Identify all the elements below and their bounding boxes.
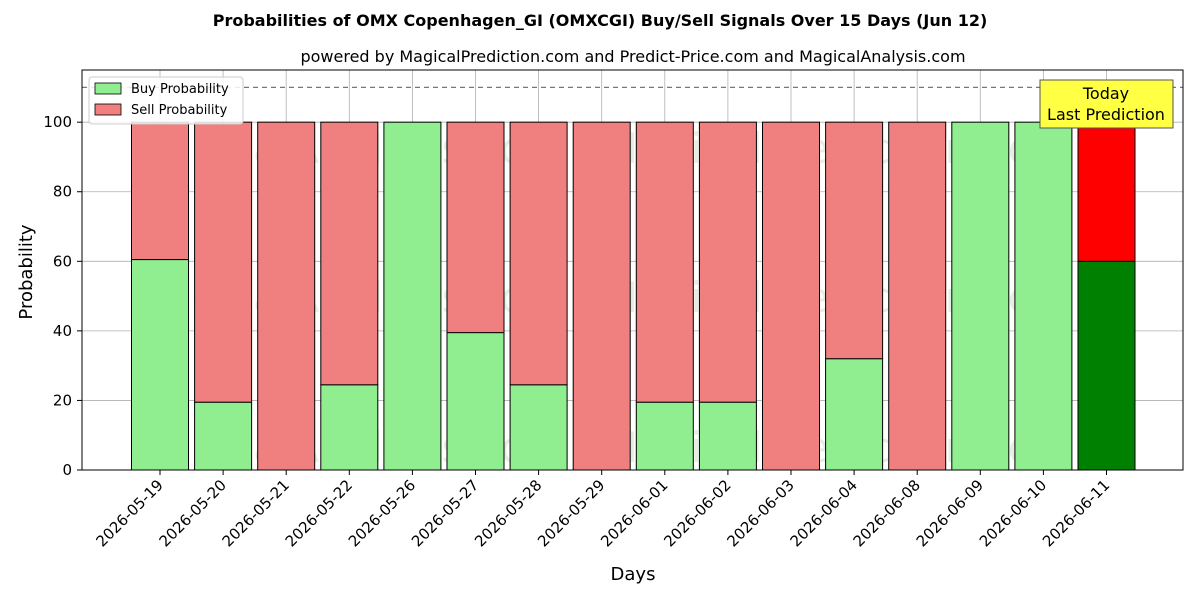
legend-box <box>88 76 244 125</box>
bar-sell <box>194 121 253 403</box>
bar-sell <box>1077 121 1136 262</box>
x-tick-label: 2026-06-08 <box>850 476 924 550</box>
x-tick-label: 2026-06-04 <box>787 476 861 550</box>
x-tick-label: 2026-05-28 <box>471 476 545 550</box>
bar-buy <box>1014 121 1073 471</box>
bar-buy <box>320 384 379 471</box>
bar-sell <box>446 121 505 334</box>
y-tick-label: 0 <box>62 461 72 479</box>
bar-buy <box>383 121 442 471</box>
legend-swatch-sell <box>94 103 122 116</box>
x-tick-label: 2026-05-22 <box>282 476 356 550</box>
x-tick-label: 2026-06-03 <box>723 476 797 550</box>
y-tick-label: 100 <box>43 113 72 131</box>
bar-sell <box>131 121 189 261</box>
bar-sell <box>635 121 694 403</box>
bar-buy <box>1077 260 1136 471</box>
today-annotation-line-1: Today <box>1082 84 1129 103</box>
bar-sell <box>257 121 316 471</box>
x-tick-label: 2026-05-20 <box>156 476 230 550</box>
bar-buy <box>951 121 1010 471</box>
bar-buy <box>698 401 757 471</box>
bar-buy <box>194 401 253 471</box>
x-tick-label: 2026-05-27 <box>408 476 482 550</box>
bar-sell <box>825 121 884 360</box>
today-annotation: Today Last Prediction <box>1039 79 1174 129</box>
bar-buy <box>446 332 505 471</box>
y-tick-label: 20 <box>53 391 72 409</box>
bar-buy <box>825 358 884 471</box>
x-tick-label: 2026-06-01 <box>597 476 671 550</box>
bar-buy <box>509 384 568 471</box>
x-tick-label: 2026-06-11 <box>1039 476 1113 550</box>
bar-sell <box>888 121 947 471</box>
legend: Buy Probability Sell Probability <box>88 76 244 125</box>
bar-buy <box>635 401 694 471</box>
x-tick-label: 2026-06-09 <box>913 476 987 550</box>
x-tick-label: 2026-06-10 <box>976 476 1050 550</box>
legend-label-buy: Buy Probability <box>131 82 229 97</box>
x-axis-label: Days <box>611 564 656 585</box>
today-annotation-box <box>1039 79 1174 129</box>
x-axis: 2026-05-192026-05-202026-05-212026-05-22… <box>92 470 1113 550</box>
bar-sell <box>762 121 820 471</box>
today-annotation-line-2: Last Prediction <box>1047 105 1165 124</box>
x-tick-label: 2026-05-26 <box>345 476 419 550</box>
x-tick-label: 2026-05-19 <box>92 476 166 550</box>
y-axis-label: Probability <box>16 224 37 319</box>
x-tick-label: 2026-05-21 <box>219 476 293 550</box>
legend-label-sell: Sell Probability <box>131 103 228 118</box>
bar-buy <box>131 259 189 471</box>
bar-sell <box>698 121 757 403</box>
plot-frame <box>81 69 1184 471</box>
y-tick-label: 60 <box>53 252 72 270</box>
bar-sell <box>509 121 568 386</box>
chart-title: Probabilities of OMX Copenhagen_GI (OMXC… <box>213 11 988 30</box>
bar-sell <box>320 121 379 386</box>
y-axis: 0 20 40 60 80 100 <box>43 113 82 479</box>
legend-swatch-buy <box>94 82 122 95</box>
x-tick-label: 2026-06-02 <box>660 476 734 550</box>
chart-subtitle: powered by MagicalPrediction.com and Pre… <box>300 47 965 66</box>
y-tick-label: 40 <box>53 322 72 340</box>
bar-sell <box>572 121 631 471</box>
bars-layer <box>131 121 1136 471</box>
y-tick-label: 80 <box>53 183 72 201</box>
x-tick-label: 2026-05-29 <box>534 476 608 550</box>
